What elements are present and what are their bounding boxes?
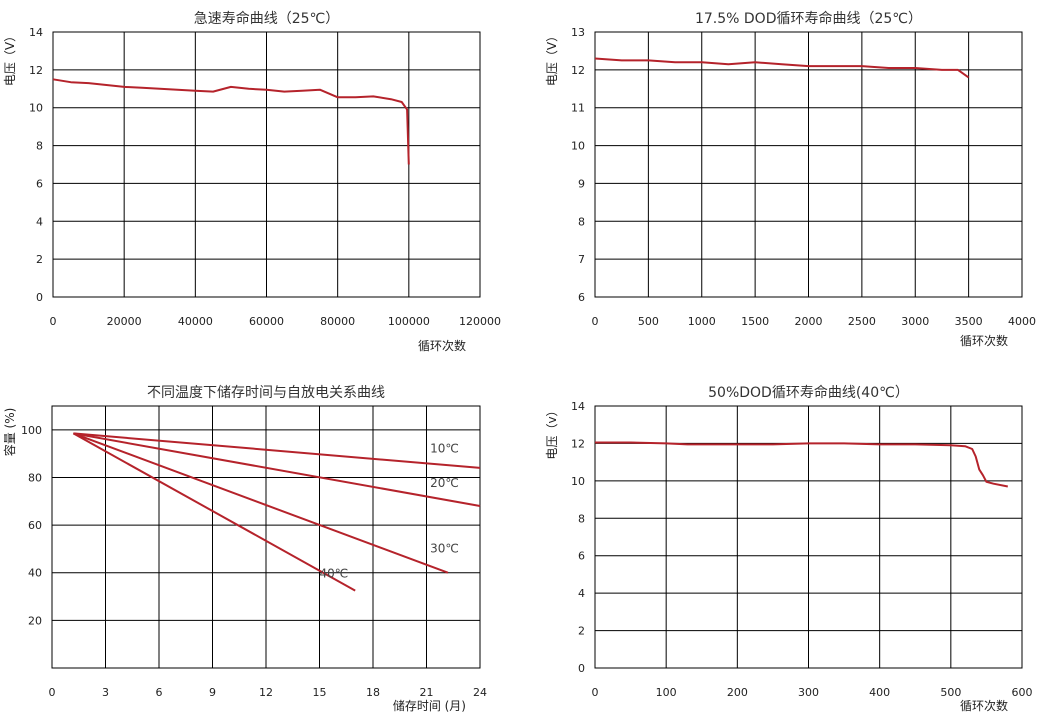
y-tick-label: 100 bbox=[21, 424, 42, 437]
chart-title: 不同温度下储存时间与自放电关系曲线 bbox=[147, 385, 385, 401]
y-axis-label: 容量 (%) bbox=[2, 408, 17, 457]
x-tick-label: 3000 bbox=[901, 315, 929, 328]
x-tick-label: 120000 bbox=[459, 315, 501, 328]
x-tick-label: 0 bbox=[50, 315, 57, 328]
x-tick-label: 40000 bbox=[178, 315, 213, 328]
y-tick-label: 60 bbox=[28, 519, 42, 532]
x-axis-label: 循环次数 bbox=[960, 698, 1008, 713]
x-tick-label: 100 bbox=[656, 686, 677, 699]
y-tick-label: 8 bbox=[36, 140, 43, 153]
y-tick-label: 40 bbox=[28, 567, 42, 580]
y-tick-label: 12 bbox=[571, 64, 585, 77]
y-tick-label: 12 bbox=[571, 437, 585, 450]
y-tick-label: 13 bbox=[571, 26, 585, 39]
y-tick-label: 2 bbox=[36, 253, 43, 266]
x-tick-label: 0 bbox=[592, 686, 599, 699]
y-tick-label: 4 bbox=[36, 215, 43, 228]
x-tick-label: 6 bbox=[156, 686, 163, 699]
y-tick-label: 2 bbox=[578, 625, 585, 638]
x-tick-label: 60000 bbox=[249, 315, 284, 328]
y-tick-label: 11 bbox=[571, 102, 585, 115]
chart-2: 0 500 1000 1500 2000 2500 3000 3500 4000 6 7 8 9 10 11… bbox=[545, 10, 1036, 348]
chart-title: 急速寿命曲线（25℃） bbox=[194, 10, 340, 27]
plot-frame bbox=[594, 31, 1023, 298]
series-line-10℃ bbox=[73, 432, 481, 469]
chart-1: 0 20000 40000 60000 80000 100000 120000 0 2 4 6 8 10… bbox=[3, 10, 501, 353]
y-axis-label: 电压（V） bbox=[545, 30, 559, 86]
plot-frame bbox=[52, 31, 481, 298]
x-tick-label: 2000 bbox=[795, 315, 823, 328]
series-line-1 bbox=[594, 57, 970, 79]
x-tick-label: 100000 bbox=[388, 315, 430, 328]
y-tick-label: 20 bbox=[28, 614, 42, 627]
x-tick-label: 1000 bbox=[688, 315, 716, 328]
x-tick-label: 3500 bbox=[955, 315, 983, 328]
x-tick-label: 21 bbox=[420, 686, 434, 699]
series-annotation: 40℃ bbox=[320, 566, 349, 580]
x-tick-label: 500 bbox=[940, 686, 961, 699]
y-tick-label: 0 bbox=[578, 662, 585, 675]
y-tick-label: 6 bbox=[578, 291, 585, 304]
y-tick-label: 14 bbox=[29, 26, 43, 39]
x-tick-label: 15 bbox=[313, 686, 327, 699]
series-annotation: 10℃ bbox=[430, 441, 459, 455]
y-tick-label: 9 bbox=[578, 177, 585, 190]
series-annotation: 30℃ bbox=[430, 541, 459, 555]
x-tick-label: 9 bbox=[209, 686, 216, 699]
x-tick-label: 200 bbox=[727, 686, 748, 699]
y-tick-label: 10 bbox=[571, 475, 585, 488]
x-tick-label: 3 bbox=[102, 686, 109, 699]
y-tick-label: 7 bbox=[578, 253, 585, 266]
y-tick-label: 10 bbox=[29, 102, 43, 115]
plot-frame bbox=[594, 405, 1023, 669]
x-tick-label: 500 bbox=[638, 315, 659, 328]
x-tick-label: 1500 bbox=[741, 315, 769, 328]
x-tick-label: 0 bbox=[49, 686, 56, 699]
x-tick-label: 400 bbox=[869, 686, 890, 699]
chart-title: 17.5% DOD循环寿命曲线（25℃） bbox=[695, 10, 922, 27]
x-tick-label: 18 bbox=[366, 686, 380, 699]
y-tick-label: 6 bbox=[36, 177, 43, 190]
y-tick-label: 8 bbox=[578, 512, 585, 525]
y-tick-label: 4 bbox=[578, 587, 585, 600]
y-tick-label: 6 bbox=[578, 550, 585, 563]
y-axis-label: 电压（V） bbox=[3, 30, 17, 86]
chart-4: 0 100 200 300 400 500 600 0 2 4 6 8 10 12 14 50%DOD循环寿命… bbox=[545, 384, 1033, 713]
x-tick-label: 2500 bbox=[848, 315, 876, 328]
series-line-30℃ bbox=[73, 432, 449, 574]
y-tick-label: 80 bbox=[28, 471, 42, 484]
x-axis-label: 循环次数 bbox=[418, 338, 466, 353]
y-tick-label: 8 bbox=[578, 215, 585, 228]
y-tick-label: 10 bbox=[571, 140, 585, 153]
y-tick-label: 14 bbox=[571, 400, 585, 413]
x-tick-label: 0 bbox=[592, 315, 599, 328]
x-tick-label: 4000 bbox=[1008, 315, 1036, 328]
plot-frame bbox=[51, 405, 481, 669]
chart-title: 50%DOD循环寿命曲线(40℃） bbox=[708, 384, 909, 401]
x-tick-label: 80000 bbox=[320, 315, 355, 328]
x-axis-label: 循环次数 bbox=[960, 333, 1008, 348]
y-tick-label: 12 bbox=[29, 64, 43, 77]
x-tick-label: 20000 bbox=[107, 315, 142, 328]
x-tick-label: 12 bbox=[259, 686, 273, 699]
chart-3: 0 3 6 9 12 15 18 21 24 20 40 60 80 100 10℃ 20℃ 30℃ 40℃ 不同温… bbox=[2, 385, 487, 713]
series-annotation: 20℃ bbox=[430, 476, 459, 490]
x-tick-label: 300 bbox=[798, 686, 819, 699]
series-line-1 bbox=[595, 441, 1008, 488]
y-axis-label: 电压（v） bbox=[545, 404, 559, 459]
x-tick-label: 600 bbox=[1012, 686, 1033, 699]
series-line-1 bbox=[52, 78, 410, 165]
y-tick-label: 0 bbox=[36, 291, 43, 304]
series-line-40℃ bbox=[72, 432, 356, 592]
x-axis-label: 储存时间 (月) bbox=[393, 698, 466, 713]
x-tick-label: 24 bbox=[473, 686, 487, 699]
series-line-20℃ bbox=[73, 432, 481, 507]
